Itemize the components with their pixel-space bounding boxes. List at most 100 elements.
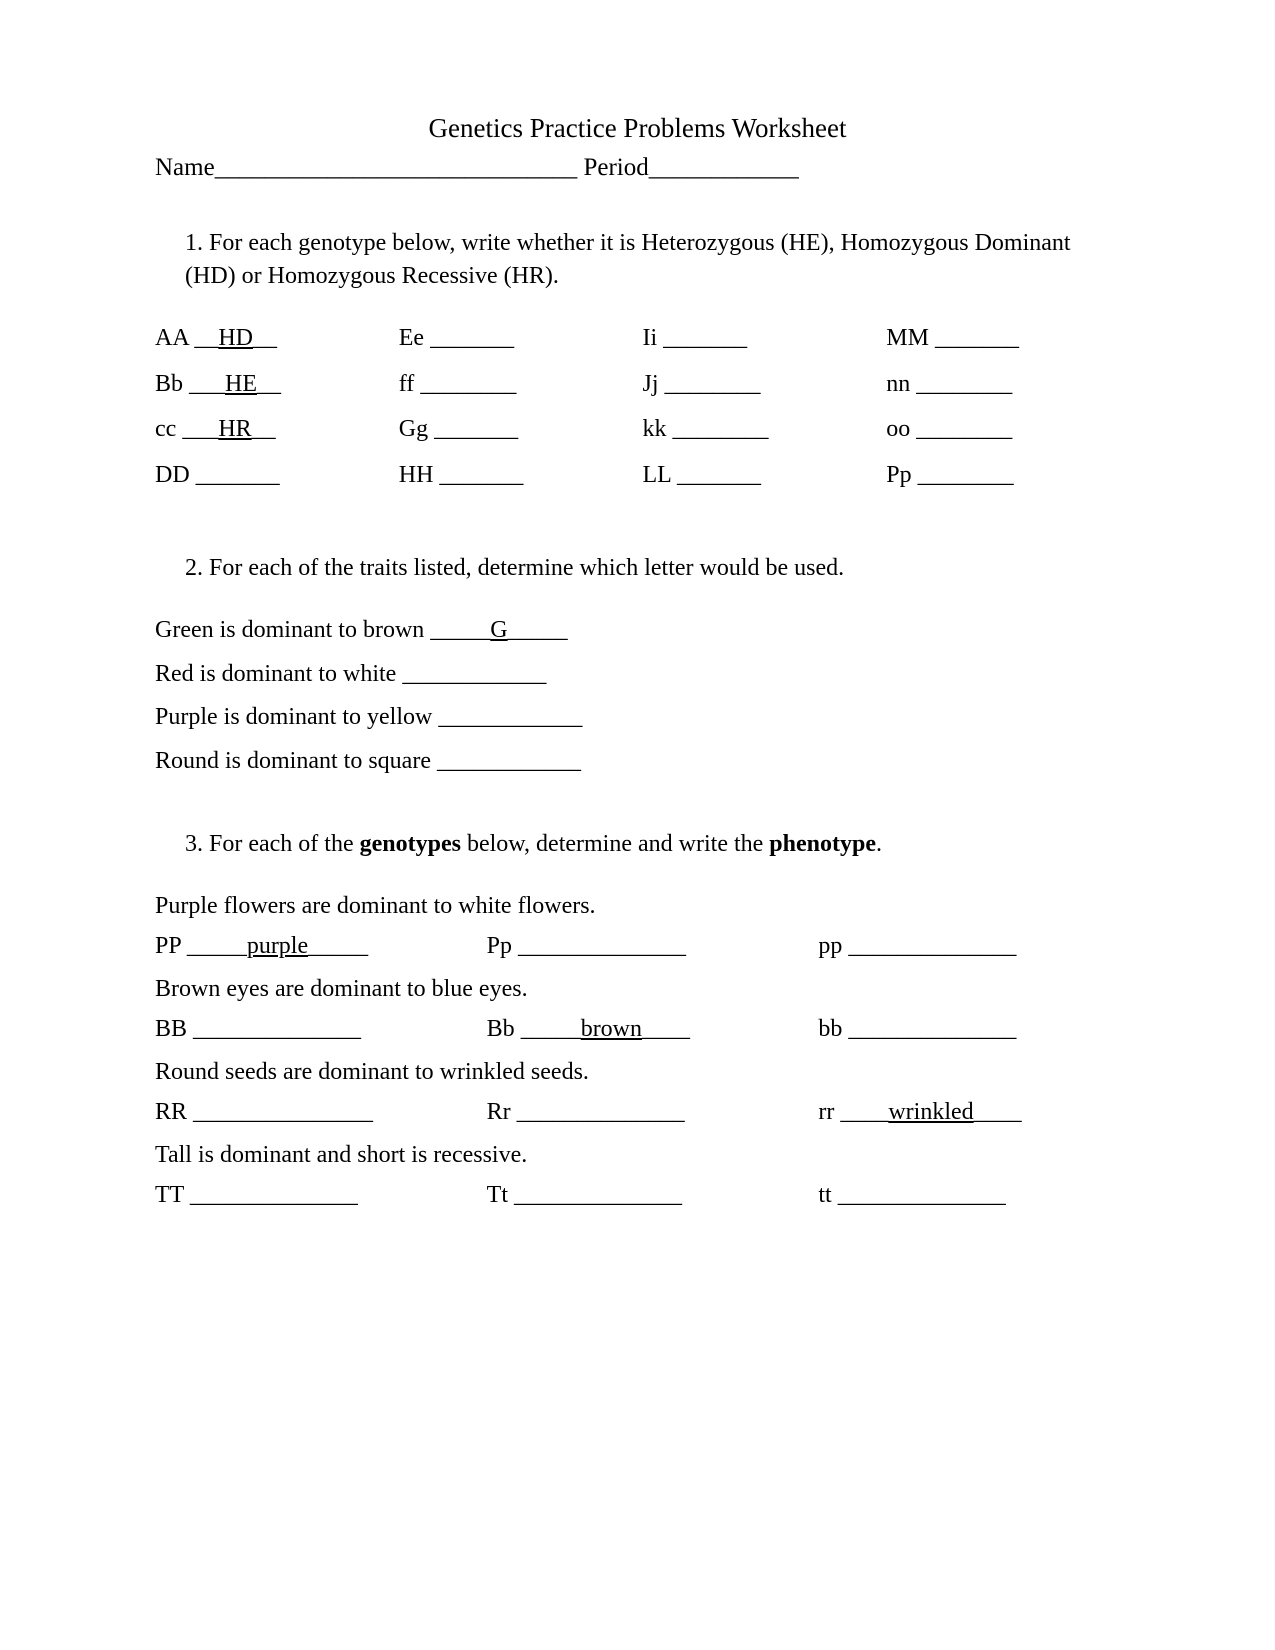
genotype-label: MM bbox=[886, 325, 929, 351]
blank-suffix[interactable]: __ bbox=[257, 371, 281, 397]
blank-suffix[interactable]: _______ bbox=[196, 462, 280, 488]
blank-suffix[interactable]: ______________ bbox=[518, 933, 686, 959]
genotype-label: DD bbox=[155, 462, 190, 488]
genotype-label: rr bbox=[818, 1099, 834, 1125]
genotype-label: AA bbox=[155, 325, 188, 351]
blank-suffix[interactable]: _______ bbox=[434, 416, 518, 442]
trait-text: Green is dominant to brown _____ bbox=[155, 617, 490, 643]
answer-text[interactable]: purple bbox=[247, 933, 308, 959]
blank-suffix[interactable]: _______________ bbox=[193, 1099, 373, 1125]
q3-phenotype-block: Purple flowers are dominant to white flo… bbox=[155, 890, 1120, 1213]
blank-suffix[interactable]: ________ bbox=[673, 416, 769, 442]
genotype-cell: ff ________ bbox=[399, 368, 633, 402]
q3-text-pre: For each of the bbox=[209, 831, 360, 857]
trait-text: Red is dominant to white ____________ bbox=[155, 661, 546, 687]
period-label: Period bbox=[577, 150, 649, 185]
phenotype-cell: Bb _____brown____ bbox=[487, 1013, 789, 1047]
blank-suffix[interactable]: _____ bbox=[508, 617, 568, 643]
genotype-label: Rr bbox=[487, 1099, 511, 1125]
blank-suffix[interactable]: ____ bbox=[974, 1099, 1022, 1125]
answer-text[interactable]: HR bbox=[218, 416, 251, 442]
blank-suffix[interactable]: ______________ bbox=[190, 1182, 358, 1208]
genotype-label: Jj bbox=[643, 371, 659, 397]
phenotype-cell: Pp ______________ bbox=[487, 930, 789, 964]
blank-suffix[interactable]: _______ bbox=[663, 325, 747, 351]
blank-suffix[interactable]: __ bbox=[253, 325, 277, 351]
blank-suffix[interactable]: ________ bbox=[420, 371, 516, 397]
genotype-label: TT bbox=[155, 1182, 184, 1208]
question-2: 2. For each of the traits listed, determ… bbox=[185, 552, 1120, 586]
q3-text-mid: below, determine and write the bbox=[461, 831, 769, 857]
phenotype-row: TT ______________Tt ______________tt ___… bbox=[155, 1179, 1120, 1213]
trait-line: Purple is dominant to yellow ___________… bbox=[155, 701, 1120, 735]
question-3: 3. For each of the genotypes below, dete… bbox=[185, 828, 1120, 862]
blank-prefix: ___ bbox=[183, 371, 225, 397]
q3-number: 3. bbox=[185, 831, 209, 857]
blank-prefix: ____ bbox=[834, 1099, 888, 1125]
answer-text[interactable]: wrinkled bbox=[888, 1099, 973, 1125]
genotype-label: Bb bbox=[155, 371, 183, 397]
genotype-cell: LL _______ bbox=[643, 459, 877, 493]
blank-suffix[interactable]: _______ bbox=[430, 325, 514, 351]
blank-suffix[interactable]: ________ bbox=[916, 371, 1012, 397]
blank-suffix[interactable]: ______________ bbox=[193, 1016, 361, 1042]
genotype-label: pp bbox=[818, 933, 842, 959]
q1-genotype-grid: AA __HD__Ee _______Ii _______MM _______B… bbox=[155, 322, 1120, 492]
blank-prefix: _____ bbox=[181, 933, 247, 959]
phenotype-cell: RR _______________ bbox=[155, 1096, 457, 1130]
phenotype-cell: rr ____wrinkled____ bbox=[818, 1096, 1120, 1130]
blank-suffix[interactable]: ________ bbox=[665, 371, 761, 397]
genotype-label: Pp bbox=[886, 462, 911, 488]
answer-text[interactable]: HD bbox=[218, 325, 253, 351]
q2-number: 2. bbox=[185, 555, 209, 581]
blank-prefix: _____ bbox=[515, 1016, 581, 1042]
period-blank[interactable]: ____________ bbox=[649, 150, 799, 185]
name-blank[interactable]: _____________________________ bbox=[215, 150, 578, 185]
question-1: 1. For each genotype below, write whethe… bbox=[185, 227, 1120, 294]
phenotype-trait-line: Purple flowers are dominant to white flo… bbox=[155, 890, 1120, 924]
blank-suffix[interactable]: _______ bbox=[935, 325, 1019, 351]
genotype-cell: MM _______ bbox=[886, 322, 1120, 356]
blank-suffix[interactable]: ______________ bbox=[848, 1016, 1016, 1042]
phenotype-trait-line: Round seeds are dominant to wrinkled see… bbox=[155, 1056, 1120, 1090]
blank-suffix[interactable]: ________ bbox=[918, 462, 1014, 488]
phenotype-row: PP _____purple_____Pp ______________pp _… bbox=[155, 930, 1120, 964]
genotype-label: Tt bbox=[487, 1182, 508, 1208]
phenotype-trait-line: Tall is dominant and short is recessive. bbox=[155, 1139, 1120, 1173]
q1-number: 1. bbox=[185, 230, 209, 256]
blank-suffix[interactable]: __ bbox=[252, 416, 276, 442]
blank-suffix[interactable]: ____ bbox=[642, 1016, 690, 1042]
genotype-cell: Ii _______ bbox=[643, 322, 877, 356]
genotype-cell: Jj ________ bbox=[643, 368, 877, 402]
genotype-label: Pp bbox=[487, 933, 512, 959]
genotype-label: Gg bbox=[399, 416, 428, 442]
blank-suffix[interactable]: ______________ bbox=[838, 1182, 1006, 1208]
answer-text[interactable]: brown bbox=[581, 1016, 642, 1042]
genotype-cell: cc ___HR__ bbox=[155, 413, 389, 447]
genotype-label: HH bbox=[399, 462, 434, 488]
blank-suffix[interactable]: ______________ bbox=[514, 1182, 682, 1208]
q2-text: For each of the traits listed, determine… bbox=[209, 555, 844, 581]
genotype-cell: AA __HD__ bbox=[155, 322, 389, 356]
q1-text: For each genotype below, write whether i… bbox=[185, 230, 1071, 290]
blank-suffix[interactable]: ________ bbox=[916, 416, 1012, 442]
answer-text[interactable]: HE bbox=[225, 371, 257, 397]
q2-trait-list: Green is dominant to brown _____G_____ Re… bbox=[155, 614, 1120, 778]
answer-text[interactable]: G bbox=[490, 617, 507, 643]
phenotype-cell: BB ______________ bbox=[155, 1013, 457, 1047]
phenotype-trait-line: Brown eyes are dominant to blue eyes. bbox=[155, 973, 1120, 1007]
blank-suffix[interactable]: _____ bbox=[308, 933, 368, 959]
genotype-cell: kk ________ bbox=[643, 413, 877, 447]
phenotype-cell: Tt ______________ bbox=[487, 1179, 789, 1213]
genotype-label: cc bbox=[155, 416, 176, 442]
blank-suffix[interactable]: ______________ bbox=[848, 933, 1016, 959]
trait-text: Purple is dominant to yellow ___________… bbox=[155, 704, 582, 730]
genotype-label: Ii bbox=[643, 325, 658, 351]
blank-suffix[interactable]: _______ bbox=[677, 462, 761, 488]
q3-bold-genotypes: genotypes bbox=[360, 831, 461, 857]
blank-suffix[interactable]: _______ bbox=[439, 462, 523, 488]
genotype-label: ff bbox=[399, 371, 415, 397]
blank-suffix[interactable]: ______________ bbox=[517, 1099, 685, 1125]
genotype-label: bb bbox=[818, 1016, 842, 1042]
header-line: Name _____________________________ Perio… bbox=[155, 150, 1120, 185]
